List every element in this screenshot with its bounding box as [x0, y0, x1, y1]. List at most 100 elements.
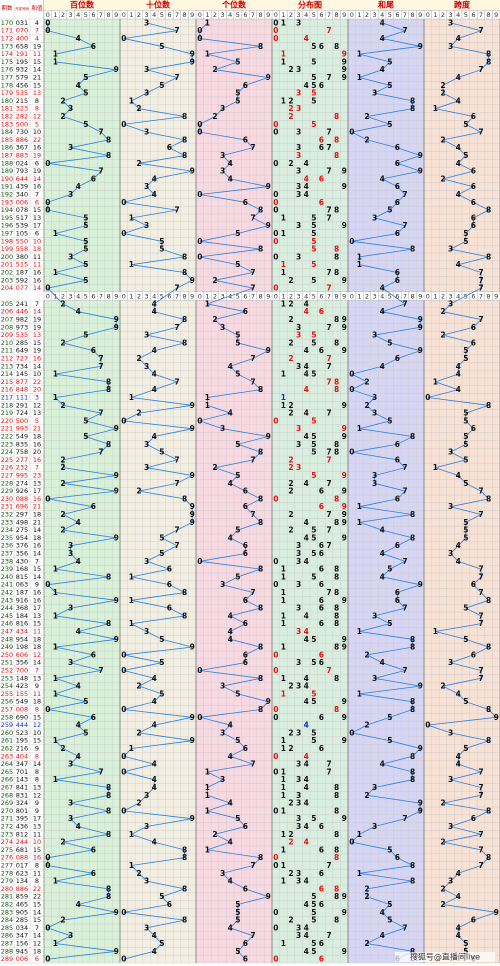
trend-digit: 6: [243, 658, 248, 667]
distribution-digit: 7: [326, 167, 331, 176]
trend-digit: 7: [402, 190, 407, 199]
distribution-digit: 6: [319, 955, 324, 964]
trend-digit: 8: [106, 572, 111, 581]
digit-header-bg: [188, 291, 197, 301]
draw-number: 198: [16, 643, 28, 651]
distribution-digit: 8: [334, 385, 339, 394]
distribution-digit: 3: [296, 760, 301, 769]
distribution-digit: 6: [319, 744, 324, 753]
trend-digit: 5: [463, 229, 468, 238]
trend-digit: 6: [91, 869, 96, 878]
trend-digit: 3: [372, 822, 377, 831]
trend-digit: 2: [212, 65, 217, 74]
distribution-digit: 4: [304, 299, 309, 308]
trend-digit: 8: [410, 533, 415, 542]
trend-digit: 1: [357, 627, 362, 636]
draw-number: 347: [16, 932, 28, 940]
sum-value: 19: [33, 347, 41, 355]
distribution-digit: 8: [334, 572, 339, 581]
distribution-digit: 4: [304, 674, 309, 683]
trend-digit: 9: [114, 596, 119, 605]
issue: 215: [1, 378, 13, 386]
digit-header-bg: [416, 10, 425, 20]
sum-value: 14: [33, 284, 41, 292]
distribution-digit: 8: [334, 619, 339, 628]
trend-digit: 4: [152, 783, 157, 792]
digit-header: 8: [335, 292, 339, 300]
distribution-digit: 6: [319, 174, 324, 183]
distribution-digit: 0: [273, 861, 278, 870]
draw-number: 730: [16, 128, 28, 136]
trend-line: [122, 22, 194, 960]
sum-value: 12: [33, 651, 41, 659]
trend-digit: 8: [182, 112, 187, 121]
trend-digit: 5: [463, 440, 468, 449]
trend-digit: 4: [152, 760, 157, 769]
distribution-digit: 2: [288, 455, 293, 464]
distribution-digit: 0: [273, 198, 278, 207]
trend-digit: 5: [235, 331, 240, 340]
issue: 227: [1, 472, 13, 480]
trend-digit: 9: [190, 814, 195, 823]
digit-header: 4: [304, 292, 308, 300]
sum-value: 13: [33, 89, 41, 97]
draw-number: 347: [16, 760, 28, 768]
distribution-digit: 8: [334, 565, 339, 574]
issue: 234: [1, 526, 13, 534]
distribution-digit: 7: [326, 666, 331, 675]
distribution-digit: 6: [319, 619, 324, 628]
issue: 182: [1, 113, 13, 121]
trend-digit: 9: [190, 510, 195, 519]
digit-header: 2: [289, 292, 293, 300]
trend-digit: 8: [106, 783, 111, 792]
trend-digit: 7: [478, 276, 483, 285]
digit-header: 8: [107, 292, 111, 300]
distribution-digit: 9: [342, 502, 347, 511]
draw-number: 835: [16, 440, 28, 448]
trend-digit: 9: [494, 713, 499, 722]
trend-digit: 8: [182, 494, 187, 503]
draw-number: 793: [16, 167, 28, 175]
draw-number: 155: [16, 690, 28, 698]
trend-digit: 1: [53, 588, 58, 597]
trend-digit: 2: [364, 401, 369, 410]
distribution-digit: 5: [311, 892, 316, 901]
trend-digit: 9: [190, 518, 195, 527]
issue: 184: [1, 128, 13, 136]
digit-header: 1: [357, 11, 361, 19]
sum-value: 11: [33, 261, 41, 269]
issue: 280: [1, 885, 13, 893]
draw-number: 367: [16, 144, 28, 152]
trend-digit: 8: [106, 884, 111, 893]
sum-value: 14: [33, 908, 41, 916]
sum-value: 13: [33, 823, 41, 831]
distribution-digit: 4: [304, 370, 309, 379]
trend-digit: 6: [471, 338, 476, 347]
trend-digit: 6: [243, 487, 248, 496]
issue: 208: [1, 323, 13, 331]
trend-digit: 8: [410, 861, 415, 870]
trend-digit: 5: [235, 526, 240, 535]
issue: 276: [1, 854, 13, 862]
trend-digit: 0: [349, 385, 354, 394]
trend-digit: 1: [205, 18, 210, 27]
trend-digit: 3: [144, 65, 149, 74]
distribution-digit: 3: [296, 791, 301, 800]
issue: 270: [1, 807, 13, 815]
distribution-digit: 1: [281, 939, 286, 948]
trend-digit: 7: [402, 26, 407, 35]
digit-header: 5: [464, 11, 468, 19]
trend-digit: 4: [456, 190, 461, 199]
trend-digit: 5: [235, 689, 240, 698]
issue: 216: [1, 386, 13, 394]
draw-number: 579: [16, 74, 28, 82]
trend-digit: 5: [159, 245, 164, 254]
trend-digit: 5: [463, 518, 468, 527]
digit-header: 3: [145, 11, 149, 19]
distribution-digit: 3: [296, 627, 301, 636]
distribution-digit: 5: [311, 533, 316, 542]
issue: 268: [1, 791, 13, 799]
trend-digit: 9: [418, 167, 423, 176]
draw-number: 649: [16, 347, 28, 355]
distribution-digit: 4: [304, 174, 309, 183]
